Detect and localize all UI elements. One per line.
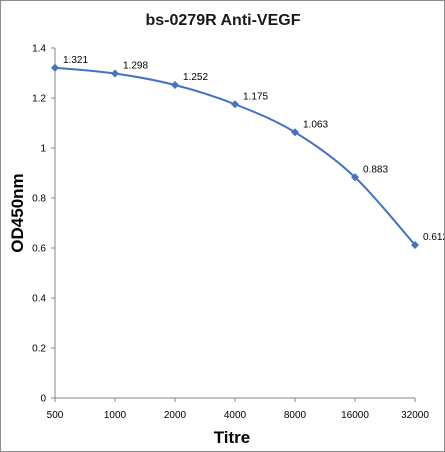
axes	[51, 47, 416, 402]
data-point-marker	[351, 173, 359, 182]
x-tick-label: 16000	[341, 410, 369, 421]
data-labels: 1.321 1.298 1.252 1.175 1.063 0.883 0.612	[63, 55, 444, 243]
y-axis-title: OD450nm	[8, 173, 27, 252]
x-tick-label: 32000	[401, 410, 429, 421]
data-point-marker	[111, 69, 119, 78]
data-label: 1.252	[183, 72, 208, 83]
y-tick-label: 0.2	[32, 344, 46, 355]
y-tick-label: 1.2	[32, 94, 46, 105]
x-tick-label: 1000	[104, 410, 127, 421]
data-label: 1.298	[123, 61, 148, 72]
y-tick-label: 1	[40, 144, 46, 155]
data-label: 0.883	[363, 164, 388, 175]
data-label: 1.063	[303, 119, 328, 130]
y-tick-label: 0	[40, 394, 46, 405]
y-tick-label: 1.4	[32, 44, 46, 55]
tick-labels: 0 0.2 0.4 0.6 0.8 1 1.2 1.4 500 1000 2000 4000 8000 1…	[32, 44, 429, 422]
y-tick-label: 0.4	[32, 294, 46, 305]
data-point-marker	[231, 100, 239, 109]
y-tick-label: 0.8	[32, 194, 46, 205]
x-tick-label: 4000	[224, 410, 247, 421]
data-label: 1.321	[63, 55, 88, 66]
series-line	[54, 66, 416, 246]
data-point-marker	[51, 63, 59, 72]
y-tick-label: 0.6	[32, 244, 46, 255]
x-axis-title: Titre	[214, 428, 251, 447]
data-point-marker	[171, 81, 179, 89]
data-point-marker	[411, 241, 419, 249]
x-tick-label: 8000	[284, 410, 307, 421]
x-tick-label: 2000	[164, 410, 187, 421]
data-point-marker	[291, 128, 299, 137]
chart-title: bs-0279R Anti-VEGF	[146, 12, 301, 29]
series-group	[51, 63, 419, 249]
data-label: 0.612	[423, 232, 444, 243]
x-tick-label: 500	[47, 410, 64, 421]
data-label: 1.175	[243, 91, 268, 102]
